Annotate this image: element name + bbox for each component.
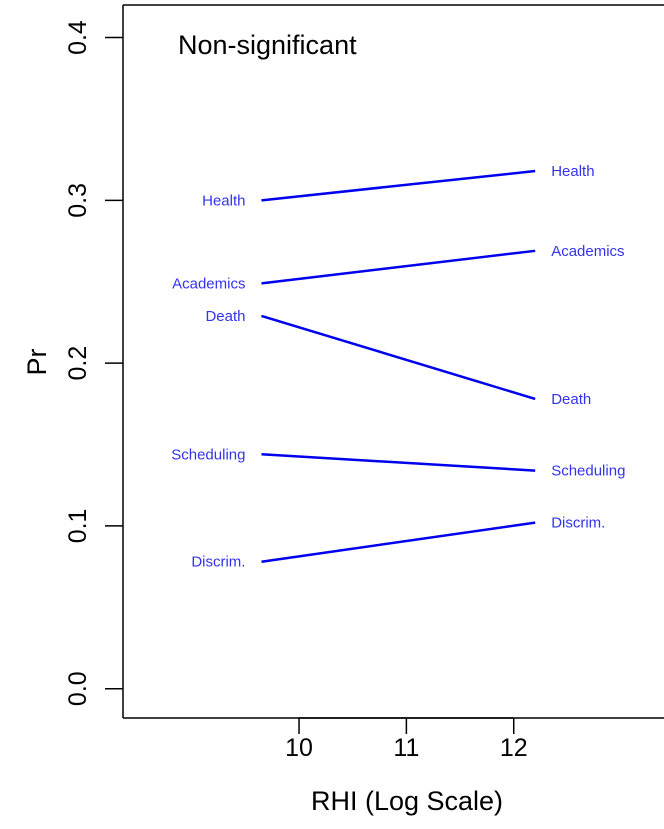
chart-title: Non-significant	[178, 30, 357, 60]
y-tick-label: 0.2	[64, 346, 92, 381]
series-health: Health Health	[202, 163, 594, 209]
series-death: Death Death	[205, 308, 591, 408]
plot-frame	[122, 4, 664, 719]
series-end-label: Health	[551, 163, 594, 180]
y-axis-label: Pr	[22, 348, 52, 375]
series-line	[261, 169, 536, 202]
series-end-label: Academics	[551, 243, 624, 260]
y-tick-label: 0.0	[64, 671, 92, 706]
y-tick-label: 0.1	[64, 509, 92, 544]
series-start-label: Academics	[172, 275, 245, 292]
series-end-label: Discrim.	[551, 515, 605, 532]
x-tick-label: 12	[500, 734, 528, 762]
x-axis-label: RHI (Log Scale)	[311, 786, 503, 816]
series-start-label: Discrim.	[191, 554, 245, 571]
y-tick-label: 0.3	[64, 183, 92, 218]
series-line	[261, 249, 536, 285]
series-end-label: Death	[551, 391, 591, 408]
series-academics: Academics Academics	[172, 243, 624, 293]
series-scheduling: Scheduling Scheduling	[171, 446, 625, 479]
x-tick-label: 11	[393, 734, 419, 762]
series-layer: HealthHealthAcademicsAcademicsDeathDeath…	[171, 163, 625, 571]
series-start-label: Health	[202, 192, 245, 209]
series-start-label: Death	[205, 308, 245, 325]
series-start-label: Scheduling	[171, 446, 245, 463]
y-tick-label: 0.4	[64, 20, 92, 55]
series-line	[261, 521, 536, 563]
series-line	[261, 314, 536, 401]
x-axis: 10 11 12	[285, 717, 528, 762]
x-tick-label: 10	[285, 734, 313, 762]
series-end-label: Scheduling	[551, 463, 625, 480]
series-line	[261, 453, 536, 472]
series-discrim: Discrim. Discrim.	[191, 515, 605, 571]
y-axis: 0.0 0.1 0.2 0.3 0.4	[64, 20, 123, 706]
